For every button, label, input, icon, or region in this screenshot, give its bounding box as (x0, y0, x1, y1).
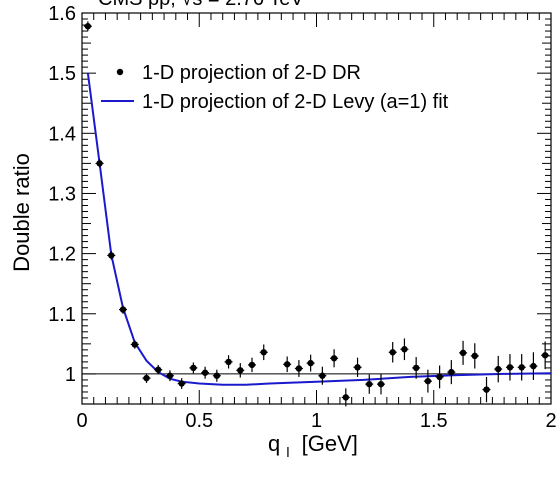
y-tick-label: 1.5 (48, 63, 76, 85)
data-point (389, 349, 396, 356)
data-point (143, 374, 150, 382)
data-point (459, 349, 467, 357)
data-point (237, 367, 244, 374)
data-point (436, 373, 443, 381)
data-point (96, 160, 103, 167)
x-axis-label-symbol: q (268, 431, 280, 456)
data-point (412, 364, 420, 372)
data-point (342, 394, 350, 401)
data-point (131, 341, 138, 348)
x-tick-label: 2 (545, 410, 556, 432)
data-point (424, 377, 432, 385)
data-point (225, 358, 232, 366)
data-point (295, 365, 303, 372)
x-axis-label: q l [GeV] (268, 431, 358, 462)
data-point (178, 380, 185, 387)
data-point (307, 359, 314, 367)
legend-label-fit: 1-D projection of 2-D Levy (a=1) fit (142, 91, 449, 113)
x-axis-label-subscript: l (286, 444, 289, 460)
data-point (213, 372, 221, 379)
data-point (166, 372, 174, 379)
data-point (330, 355, 338, 362)
plot-area: 0 0.5 1 1.5 2 1 1.1 1.2 1.3 1.4 1.5 1.6 (48, 3, 556, 432)
legend-label-points: 1-D projection of 2-D DR (142, 62, 361, 84)
data-point (248, 361, 256, 369)
data-point (84, 23, 92, 30)
y-tick-label: 1.4 (48, 123, 76, 145)
data-point (471, 352, 478, 360)
x-tick-label: 1 (311, 410, 322, 432)
data-point (190, 364, 197, 372)
data-point (483, 386, 490, 393)
y-tick-label: 1.6 (48, 3, 76, 25)
data-point (201, 369, 209, 376)
data-point (260, 349, 267, 356)
fit-line (86, 73, 552, 386)
data-point (319, 372, 326, 379)
data-point (541, 352, 549, 359)
chart-header: CMS pp, √s = 2.76 TeV (98, 0, 304, 10)
data-point (530, 362, 537, 370)
data-point (506, 364, 514, 371)
y-axis-label: Double ratio (9, 153, 34, 272)
x-tick-label: 0 (76, 410, 87, 432)
data-point (119, 306, 127, 313)
data-point (448, 368, 455, 376)
y-tick-label: 1.3 (48, 183, 76, 205)
y-tick-label: 1 (65, 364, 76, 386)
data-point (377, 380, 385, 388)
legend-marker-points (116, 68, 124, 76)
data-point (518, 364, 525, 371)
data-point (495, 365, 502, 373)
y-tick-label: 1.1 (48, 304, 76, 326)
x-axis-label-unit: [GeV] (302, 431, 358, 456)
x-tick-label: 1.5 (420, 410, 448, 432)
data-point (108, 252, 115, 259)
y-tick-label: 1.2 (48, 244, 76, 266)
data-point (283, 361, 291, 368)
data-point (354, 364, 361, 371)
legend: 1-D projection of 2-D DR 1-D projection o… (101, 62, 449, 113)
x-tick-label: 0.5 (185, 410, 213, 432)
data-point (401, 346, 408, 353)
data-point (155, 366, 162, 373)
data-point (366, 380, 373, 388)
